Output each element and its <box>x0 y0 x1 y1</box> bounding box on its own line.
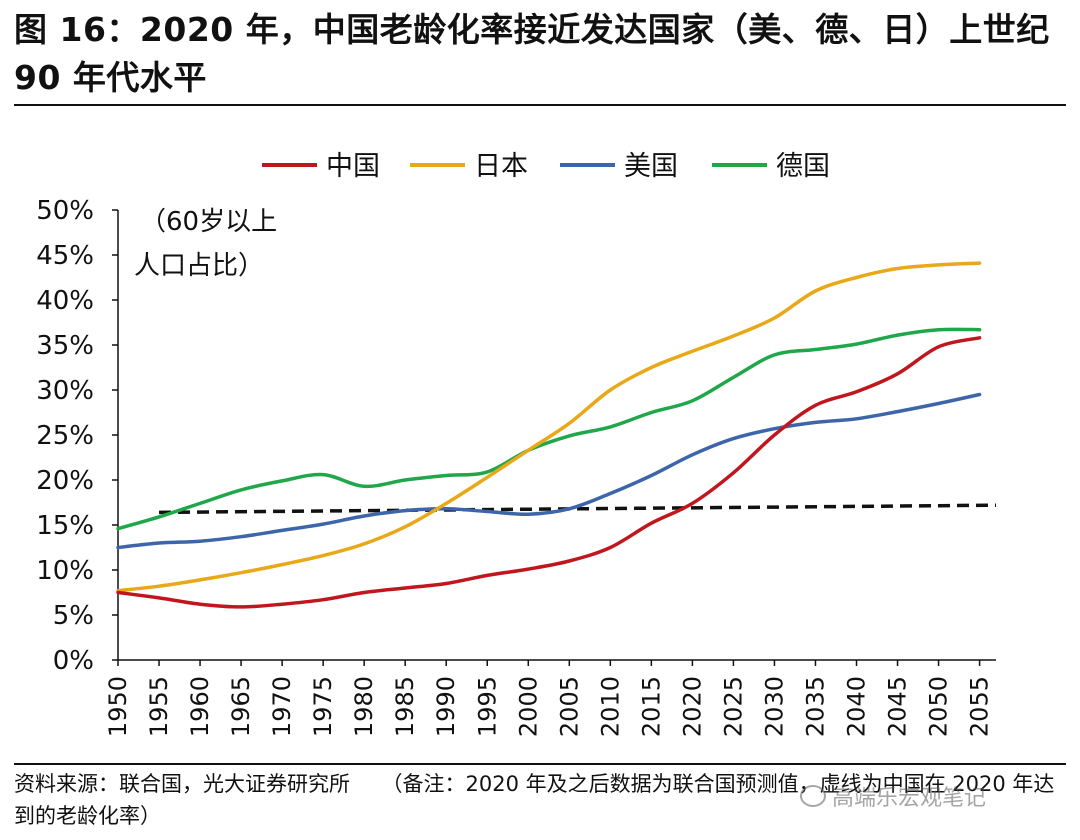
x-tick-label: 1960 <box>186 676 214 737</box>
x-tick-label: 2015 <box>637 676 665 737</box>
aging-rate-line-chart: 中国 日本 美国 德国 0% 5% 10% 15% 20% 25% 30% 35% 40% 45% 50%… <box>36 151 997 737</box>
y-tick-label: 25% <box>36 421 94 451</box>
x-tick-label: 1995 <box>473 676 501 737</box>
x-tick-label: 2000 <box>514 676 542 737</box>
title-divider <box>14 104 1066 106</box>
x-axis: 1950 1955 1960 1965 1970 1975 1980 1985 1990 1995… <box>104 659 996 737</box>
figure-title: 图 16：2020 年，中国老龄化率接近发达国家（美、德、日）上世纪 90 年代… <box>14 10 1050 97</box>
series-line-china <box>116 336 982 609</box>
footnote-divider <box>14 763 1066 765</box>
x-tick-label: 1950 <box>104 676 132 737</box>
legend-label-usa: 美国 <box>624 151 678 182</box>
x-tick-label: 2055 <box>966 676 994 737</box>
reference-line-group <box>159 503 997 515</box>
x-tick-label: 2025 <box>719 676 747 737</box>
x-tick-label: 1965 <box>227 676 255 737</box>
x-tick-label: 1975 <box>309 676 337 737</box>
x-tick-label: 2010 <box>596 676 624 737</box>
y-tick-label: 0% <box>53 646 94 676</box>
x-tick-label: 1980 <box>350 676 378 737</box>
series-line-usa <box>116 392 982 550</box>
y-axis-label-line: 人口占比） <box>134 251 264 281</box>
x-tick-label: 1955 <box>145 676 173 737</box>
x-tick-label: 2030 <box>760 676 788 737</box>
y-tick-label: 30% <box>36 376 94 406</box>
x-tick-label: 2050 <box>925 676 953 737</box>
x-tick-label: 1985 <box>391 676 419 737</box>
legend-label-germany: 德国 <box>776 151 830 182</box>
x-tick-label: 1990 <box>432 676 460 737</box>
x-tick-label: 2005 <box>555 676 583 737</box>
y-tick-label: 50% <box>36 196 94 226</box>
source-footnote: 资料来源：联合国，光大证券研究所 （备注：2020 年及之后数据为联合国预测值，… <box>14 772 1055 828</box>
legend-label-japan: 日本 <box>474 151 528 182</box>
wechat-icon <box>800 785 826 807</box>
series-lines <box>116 261 982 609</box>
x-tick-label: 1970 <box>268 676 296 737</box>
series-line-japan <box>116 261 982 593</box>
watermark-text: 高端乐宏观笔记 <box>832 786 987 811</box>
x-tick-label: 2040 <box>843 676 871 737</box>
y-axis-label-line: （60岁以上 <box>140 207 277 237</box>
watermark: 高端乐宏观笔记 <box>800 780 986 812</box>
series-line-germany <box>116 327 982 531</box>
y-tick-label: 10% <box>36 556 94 586</box>
chart-legend: 中国 日本 美国 德国 <box>262 151 830 182</box>
y-tick-label: 45% <box>36 241 94 271</box>
x-tick-label: 2020 <box>678 676 706 737</box>
y-tick-label: 35% <box>36 331 94 361</box>
legend-label-china: 中国 <box>326 151 380 182</box>
y-tick-label: 15% <box>36 511 94 541</box>
y-tick-label: 20% <box>36 466 94 496</box>
y-tick-label: 40% <box>36 286 94 316</box>
y-axis: 0% 5% 10% 15% 20% 25% 30% 35% 40% 45% 50% <box>36 196 119 676</box>
reference-dashed-line <box>159 503 997 515</box>
x-tick-label: 2035 <box>801 676 829 737</box>
y-tick-label: 5% <box>53 601 94 631</box>
x-tick-label: 2045 <box>884 676 912 737</box>
